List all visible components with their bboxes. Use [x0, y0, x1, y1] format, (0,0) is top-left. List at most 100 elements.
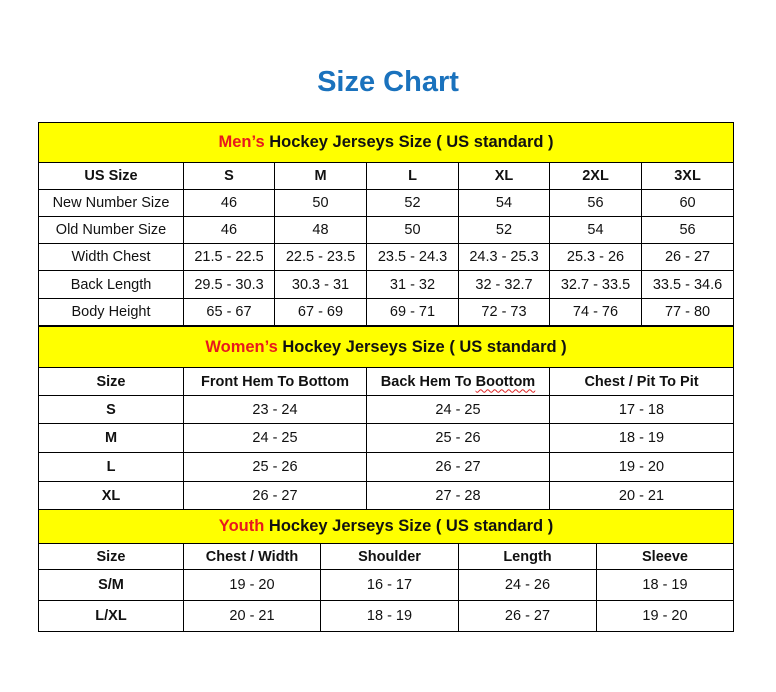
column-header: Front Hem To Bottom — [183, 367, 367, 396]
page-title: Size Chart — [317, 66, 459, 98]
table-cell: 56 — [549, 189, 642, 217]
section-heading: Hockey Jerseys Size ( US standard ) — [264, 133, 554, 151]
row-label: XL — [38, 481, 184, 510]
table-cell: 56 — [640, 216, 735, 244]
section-accent-label: Men’s — [218, 133, 265, 151]
table-cell: 26 - 27 — [458, 600, 597, 632]
column-header: Sleeve — [595, 543, 735, 570]
table-cell: 20 - 21 — [183, 600, 321, 632]
column-header-row: Size Front Hem To Bottom Back Hem To Boott… — [38, 367, 735, 396]
table-row: L/XL 20 - 21 18 - 19 26 - 27 19 - 20 — [38, 600, 735, 632]
table-cell: 25 - 26 — [366, 423, 550, 453]
column-header: 2XL — [549, 162, 642, 190]
column-header-label: XL — [494, 168, 514, 184]
column-header-label: L — [408, 168, 417, 184]
column-header-label: Shoulder — [358, 548, 421, 565]
table-row: Body Height 65 - 67 67 - 69 69 - 71 72 - 73 7… — [38, 298, 735, 326]
table-cell: 18 - 19 — [595, 569, 735, 601]
mens-section-header: Men’s Hockey Jerseys Size ( US standard … — [37, 122, 735, 163]
column-header-label: 2XL — [582, 168, 609, 184]
table-cell: 24 - 26 — [458, 569, 597, 601]
table-cell: 32.7 - 33.5 — [549, 270, 642, 299]
table-cell: 48 — [274, 216, 367, 244]
table-cell: 50 — [274, 189, 367, 217]
table-cell: 33.5 - 34.6 — [640, 270, 735, 299]
table-cell: 29.5 - 30.3 — [183, 270, 275, 299]
column-header: Shoulder — [320, 543, 459, 570]
table-cell: 26 - 27 — [366, 452, 550, 482]
table-cell: 54 — [458, 189, 550, 217]
column-header-label: Size — [96, 373, 126, 390]
row-label: S/M — [38, 569, 184, 601]
column-header-label: M — [314, 168, 327, 184]
table-cell: 19 - 20 — [548, 452, 735, 482]
table-cell: 26 - 27 — [640, 243, 735, 271]
table-cell: 74 - 76 — [549, 298, 642, 326]
column-header: Length — [458, 543, 597, 570]
table-cell: 77 - 80 — [640, 298, 735, 326]
column-header-row: Size Chest / Width Shoulder Length Sleeve — [38, 543, 735, 570]
table-cell: 26 - 27 — [183, 481, 367, 510]
row-label: L — [38, 452, 184, 482]
table-cell: 20 - 21 — [548, 481, 735, 510]
table-cell: 24 - 25 — [366, 395, 550, 424]
column-header-label: Size — [96, 548, 126, 565]
column-header-label: US Size — [84, 168, 138, 184]
row-label: M — [38, 423, 184, 453]
womens-section-header: Women’s Hockey Jerseys Size ( US standar… — [37, 326, 735, 368]
table-row: Back Length 29.5 - 30.3 30.3 - 31 31 - 32 32… — [38, 270, 735, 299]
table-cell: 30.3 - 31 — [274, 270, 367, 299]
column-header: XL — [458, 162, 550, 190]
table-cell: 46 — [183, 216, 275, 244]
table-cell: 54 — [549, 216, 642, 244]
column-header: Back Hem To Boottom — [366, 367, 550, 396]
column-header-label: Chest / Width — [205, 548, 299, 565]
row-label: L/XL — [38, 600, 184, 632]
section-heading: Hockey Jerseys Size ( US standard ) — [277, 337, 567, 356]
table-cell: 19 - 20 — [595, 600, 735, 632]
column-header: Size — [38, 367, 184, 396]
mens-size-table: Men’s Hockey Jerseys Size ( US standard … — [37, 122, 735, 326]
table-cell: 69 - 71 — [366, 298, 459, 326]
spellcheck-underline: Boottom — [475, 373, 536, 390]
table-cell: 21.5 - 22.5 — [183, 243, 275, 271]
table-cell: 52 — [458, 216, 550, 244]
table-row: L 25 - 26 26 - 27 19 - 20 — [38, 452, 735, 482]
table-row: XL 26 - 27 27 - 28 20 - 21 — [38, 481, 735, 510]
table-cell: 22.5 - 23.5 — [274, 243, 367, 271]
column-header-row: US Size S M L XL 2XL 3XL — [38, 162, 735, 190]
table-cell: 60 — [640, 189, 735, 217]
table-cell: 16 - 17 — [320, 569, 459, 601]
row-label: Body Height — [38, 298, 184, 326]
table-cell: 65 - 67 — [183, 298, 275, 326]
table-cell: 52 — [366, 189, 459, 217]
table-cell: 23.5 - 24.3 — [366, 243, 459, 271]
table-cell: 24 - 25 — [183, 423, 367, 453]
row-label: Back Length — [38, 270, 184, 299]
table-cell: 32 - 32.7 — [458, 270, 550, 299]
table-cell: 31 - 32 — [366, 270, 459, 299]
column-header: 3XL — [640, 162, 735, 190]
column-header: US Size — [38, 162, 184, 190]
row-label: New Number Size — [38, 189, 184, 217]
table-row: New Number Size 46 50 52 54 56 60 — [38, 189, 735, 217]
youth-size-table: Youth Hockey Jerseys Size ( US standard … — [37, 509, 735, 632]
section-accent-label: Youth — [218, 517, 265, 535]
table-cell: 19 - 20 — [183, 569, 321, 601]
column-header-label: 3XL — [674, 168, 701, 184]
table-cell: 67 - 69 — [274, 298, 367, 326]
table-cell: 25.3 - 26 — [549, 243, 642, 271]
table-row: M 24 - 25 25 - 26 18 - 19 — [38, 423, 735, 453]
column-header-label: Front Hem To Bottom — [201, 373, 349, 390]
table-row: S/M 19 - 20 16 - 17 24 - 26 18 - 19 — [38, 569, 735, 601]
table-cell: 18 - 19 — [320, 600, 459, 632]
column-header: S — [183, 162, 275, 190]
table-cell: 18 - 19 — [548, 423, 735, 453]
table-row: S 23 - 24 24 - 25 17 - 18 — [38, 395, 735, 424]
womens-size-table: Women’s Hockey Jerseys Size ( US standar… — [37, 326, 735, 510]
table-cell: 27 - 28 — [366, 481, 550, 510]
section-accent-label: Women’s — [205, 337, 278, 356]
section-heading: Hockey Jerseys Size ( US standard ) — [264, 517, 554, 535]
table-cell: 72 - 73 — [458, 298, 550, 326]
column-header: M — [274, 162, 367, 190]
